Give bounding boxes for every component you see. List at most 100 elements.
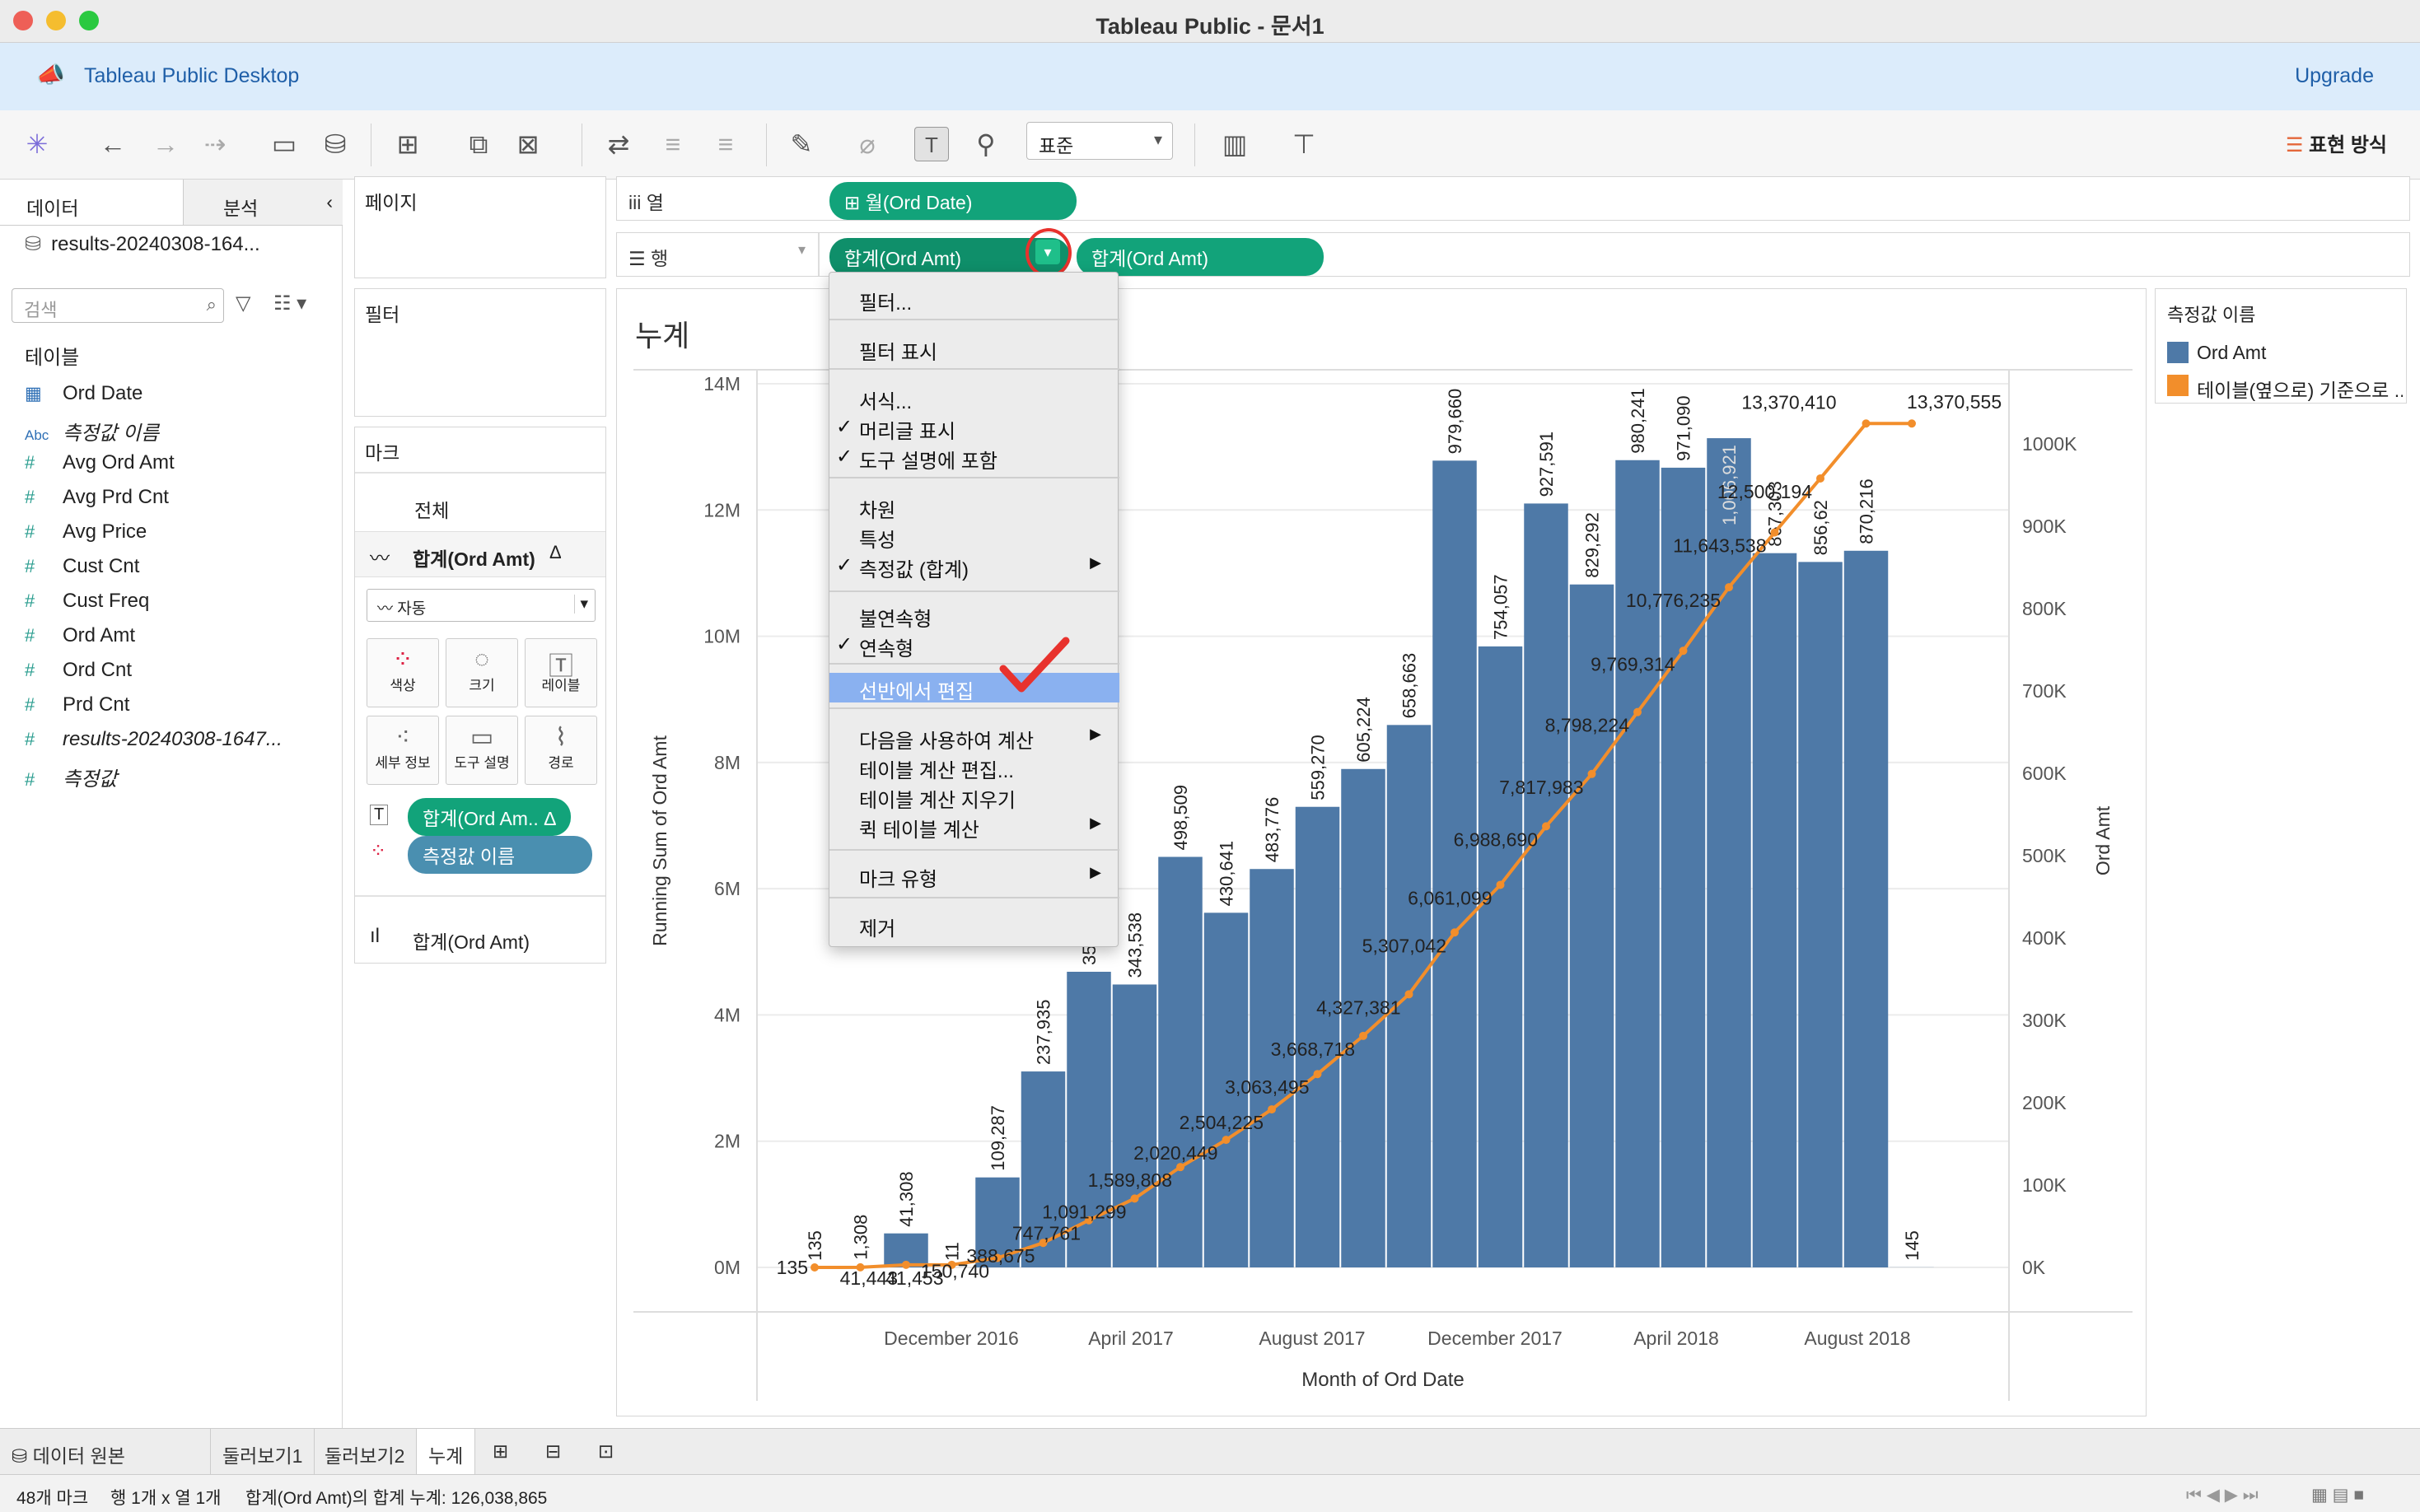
menu-item[interactable]: 특성 bbox=[829, 521, 1119, 552]
line-label: 3,063,495 bbox=[1225, 1076, 1309, 1098]
show-me-button[interactable]: ☰ 표현 방식 bbox=[2286, 128, 2387, 157]
field-item[interactable]: # Cust Freq bbox=[25, 590, 149, 619]
redo-icon[interactable]: ⇢ bbox=[203, 129, 227, 159]
view-list-icon[interactable]: ☷ ▾ bbox=[273, 292, 307, 315]
bar-label: 980,241 bbox=[1628, 388, 1648, 454]
field-item[interactable]: ▦ Ord Date bbox=[25, 382, 142, 412]
field-item[interactable]: # results-20240308-1647... bbox=[25, 728, 283, 758]
tooltip-button[interactable]: ▭ 도구 설명 bbox=[446, 716, 518, 785]
label-label: 레이블 bbox=[541, 678, 581, 693]
menu-item[interactable]: 테이블 계산 편집... bbox=[829, 752, 1119, 782]
sheet-tab-1[interactable]: 둘러보기1 bbox=[211, 1429, 315, 1475]
tab-data[interactable]: 데이터 bbox=[0, 180, 183, 226]
datasource-item[interactable]: ⛁ results-20240308-164... bbox=[25, 232, 260, 256]
menu-item[interactable]: 마크 유형 ▶ bbox=[829, 861, 1119, 891]
tab-analysis[interactable]: 분석 ‹ bbox=[183, 180, 343, 226]
menu-item[interactable]: 불연속형 bbox=[829, 600, 1119, 631]
tab-nav-icon[interactable]: ⏮ ◀ ▶ ⏭ bbox=[2186, 1486, 2259, 1505]
bar bbox=[1158, 856, 1203, 1267]
new-story-icon[interactable]: ⊡ bbox=[598, 1440, 614, 1462]
pin-icon[interactable]: ⚲ bbox=[976, 129, 996, 159]
submenu-arrow-icon: ▶ bbox=[1090, 554, 1101, 571]
sort-ascending-icon[interactable]: ≡ bbox=[665, 129, 681, 159]
field-item[interactable]: # Avg Ord Amt bbox=[25, 451, 175, 481]
field-item[interactable]: # Cust Cnt bbox=[25, 555, 139, 585]
legend-label-running[interactable]: 테이블(옆으로) 기준으로 ... bbox=[2197, 380, 2403, 401]
forward-arrow-icon[interactable]: → bbox=[152, 129, 179, 159]
swap-rows-columns-icon[interactable]: ⇄ bbox=[607, 129, 630, 159]
sheet-tab-3[interactable]: 누계 bbox=[417, 1429, 476, 1475]
field-item[interactable]: # Prd Cnt bbox=[25, 693, 129, 723]
duplicate-sheet-icon[interactable]: ⧉ bbox=[469, 129, 488, 159]
upgrade-link[interactable]: Upgrade bbox=[2295, 64, 2374, 87]
field-item[interactable]: # Avg Price bbox=[25, 520, 147, 550]
search-input[interactable]: 검색 ⌕ bbox=[12, 288, 224, 323]
new-worksheet-icon[interactable]: ⊞ bbox=[493, 1440, 509, 1462]
field-item[interactable]: # Ord Cnt bbox=[25, 659, 132, 688]
chevron-down-icon: ▾ bbox=[1153, 131, 1162, 149]
sheet-tab-2[interactable]: 둘러보기2 bbox=[313, 1429, 418, 1475]
clear-sheet-icon[interactable]: ⊠ bbox=[516, 129, 540, 159]
datasource-tab[interactable]: ⛁ 데이터 원본 bbox=[0, 1429, 211, 1475]
back-arrow-icon[interactable]: ← bbox=[100, 129, 126, 159]
chevron-down-icon[interactable]: ▾ bbox=[798, 241, 806, 258]
marks-label-pill[interactable]: 합계(Ord Am.. Δ bbox=[408, 798, 572, 836]
path-button[interactable]: ⌇ 경로 bbox=[525, 716, 597, 785]
marks-measure1-tab[interactable]: 〰 합계(Ord Amt) Δ bbox=[355, 531, 605, 577]
sort-descending-icon[interactable]: ≡ bbox=[717, 129, 734, 159]
marks-measure2-label[interactable]: 합계(Ord Amt) bbox=[413, 931, 530, 953]
show-cards-icon[interactable]: ▥ bbox=[1222, 129, 1248, 159]
show-labels-icon[interactable]: T bbox=[914, 127, 949, 161]
view-grid-icon[interactable]: ▦ ▤ ■ bbox=[2311, 1486, 2365, 1505]
new-dashboard-icon[interactable]: ⊟ bbox=[545, 1440, 562, 1462]
menu-item[interactable]: 퀵 테이블 계산 ▶ bbox=[829, 811, 1119, 842]
line-point bbox=[1633, 707, 1642, 716]
menu-item[interactable]: 다음을 사용하여 계산 ▶ bbox=[829, 722, 1119, 753]
menu-item[interactable]: 필터 표시 bbox=[829, 334, 1119, 364]
menu-item[interactable]: ✓ 도구 설명에 포함 bbox=[829, 442, 1119, 473]
minimize-window-button[interactable] bbox=[46, 11, 66, 30]
field-item[interactable]: # 측정값 bbox=[25, 763, 117, 792]
menu-item[interactable]: 테이블 계산 지우기 bbox=[829, 782, 1119, 812]
menu-item[interactable]: 선반에서 편집 bbox=[829, 673, 1119, 703]
zoom-window-button[interactable] bbox=[79, 11, 99, 30]
fit-select[interactable]: 표준 ▾ bbox=[1026, 122, 1173, 160]
rows-shelf[interactable]: ☰ 행 ▾ 합계(Ord Amt) ▾ 합계(Ord Amt) bbox=[616, 228, 2410, 278]
marks-all[interactable]: 전체 bbox=[414, 500, 450, 521]
menu-item[interactable]: 서식... bbox=[829, 383, 1119, 413]
label-button[interactable]: 🅃 레이블 bbox=[525, 638, 597, 707]
tableau-logo-icon[interactable]: ✳ bbox=[26, 129, 49, 159]
new-worksheet-icon[interactable]: ⊞ bbox=[396, 129, 419, 159]
field-item[interactable]: # Avg Prd Cnt bbox=[25, 486, 169, 516]
field-item[interactable]: Abc 측정값 이름 bbox=[25, 417, 159, 446]
menu-item[interactable]: ✓ 측정값 (합계) ▶ bbox=[829, 551, 1119, 581]
menu-item[interactable]: 제거 bbox=[829, 910, 1119, 940]
mark-type-select[interactable]: 〰 자동 ▾ bbox=[367, 589, 596, 622]
bar bbox=[1707, 438, 1751, 1267]
color-button[interactable]: ⁘ 색상 bbox=[367, 638, 439, 707]
right-tick-label: 1000K bbox=[2022, 433, 2077, 455]
rows-pill-2[interactable]: 합계(Ord Amt) bbox=[1077, 238, 1324, 276]
size-button[interactable]: ◌ 크기 bbox=[446, 638, 518, 707]
marks-color-pill[interactable]: 측정값 이름 bbox=[408, 836, 592, 874]
save-icon[interactable]: ▭ bbox=[271, 129, 297, 159]
group-members-icon[interactable]: ⌀ bbox=[859, 129, 876, 159]
filter-icon[interactable]: ▽ bbox=[236, 292, 251, 315]
status-marks: 48개 마크 bbox=[16, 1489, 89, 1508]
new-datasource-icon[interactable]: ⛁ bbox=[324, 129, 347, 159]
menu-item[interactable]: ✓ 연속형 bbox=[829, 630, 1119, 660]
menu-item[interactable]: 필터... bbox=[829, 284, 1119, 315]
field-item[interactable]: # Ord Amt bbox=[25, 624, 135, 654]
presentation-mode-icon[interactable]: ⊤ bbox=[1292, 129, 1315, 159]
chart[interactable]: 0M 2M 4M 6M 8M 10M 12M 14M 0K 100K 200K 300K 400K 500… bbox=[617, 289, 2147, 1417]
detail-button[interactable]: ⁖ 세부 정보 bbox=[367, 716, 439, 785]
close-window-button[interactable] bbox=[13, 11, 33, 30]
highlight-icon[interactable]: ✎ bbox=[790, 129, 813, 159]
collapse-pane-icon[interactable]: ‹ bbox=[326, 191, 333, 212]
columns-shelf[interactable]: iii 열 ⊞ 월(Ord Date) bbox=[616, 176, 2410, 221]
menu-item[interactable]: 차원 bbox=[829, 492, 1119, 522]
columns-pill[interactable]: ⊞ 월(Ord Date) bbox=[829, 182, 1077, 220]
menu-item[interactable]: ✓ 머리글 표시 bbox=[829, 413, 1119, 443]
line-mark-icon: 〰 bbox=[370, 548, 390, 570]
legend-label-ord-amt[interactable]: Ord Amt bbox=[2197, 342, 2267, 363]
